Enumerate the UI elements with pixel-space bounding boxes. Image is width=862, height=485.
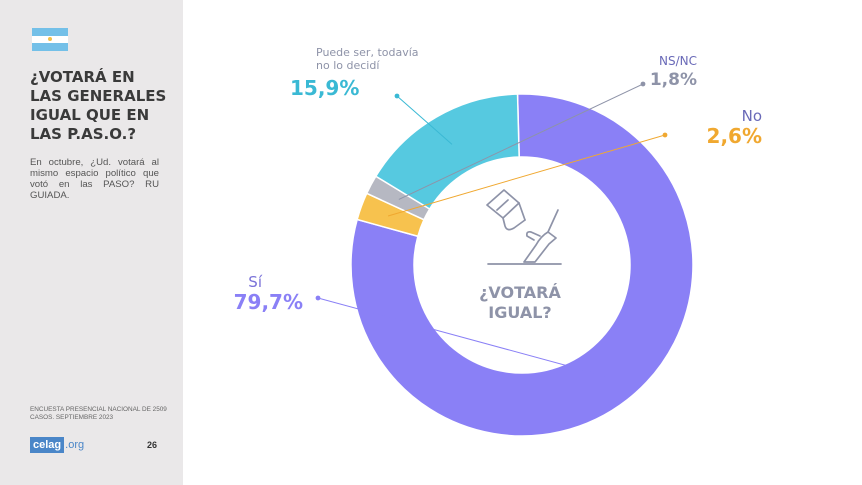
leader-line-3 (396, 95, 453, 145)
value-label-1: 2,6% (707, 124, 762, 148)
leader-dot-1 (662, 132, 668, 138)
value-label-0: 79,7% (234, 290, 303, 314)
label-leaders (315, 81, 668, 378)
category-label-0: Sí (248, 273, 263, 291)
survey-source: ENCUESTA PRESENCIAL NACIONAL DE 2509 CAS… (30, 406, 167, 421)
sidebar: ¿VOTARÁ EN LAS GENERALES IGUAL QUE EN LA… (0, 0, 183, 485)
category-label-2: NS/NC (659, 54, 697, 68)
leader-dot-3 (394, 93, 400, 99)
page-title: ¿VOTARÁ EN LAS GENERALES IGUAL QUE EN LA… (30, 68, 167, 143)
leader-dot-2 (640, 81, 646, 87)
logo-main: celag (30, 437, 65, 453)
page-number: 26 (147, 440, 158, 450)
argentina-flag-icon (32, 28, 68, 51)
question-description: En octubre, ¿Ud. votará al mismo espacio… (30, 157, 159, 201)
donut-slices (350, 93, 694, 437)
slice-3 (374, 93, 520, 210)
voting-ballot-box-icon (486, 189, 562, 265)
value-label-2: 1,8% (650, 70, 697, 90)
category-label-1: No (742, 107, 762, 125)
leader-line-2 (398, 83, 644, 200)
category-label-3: Puede ser, todavía no lo decidí (316, 46, 419, 72)
celag-logo: celag .org (30, 437, 84, 453)
leader-line-0 (317, 297, 611, 378)
logo-suffix: .org (65, 439, 85, 451)
leader-line-1 (387, 134, 666, 217)
leader-dot-0 (315, 295, 321, 301)
value-label-3: 15,9% (290, 76, 359, 100)
slice-0 (350, 93, 694, 437)
center-label-line-1: ¿VOTARÁ (479, 283, 561, 302)
center-label-line-2: IGUAL? (488, 303, 551, 322)
